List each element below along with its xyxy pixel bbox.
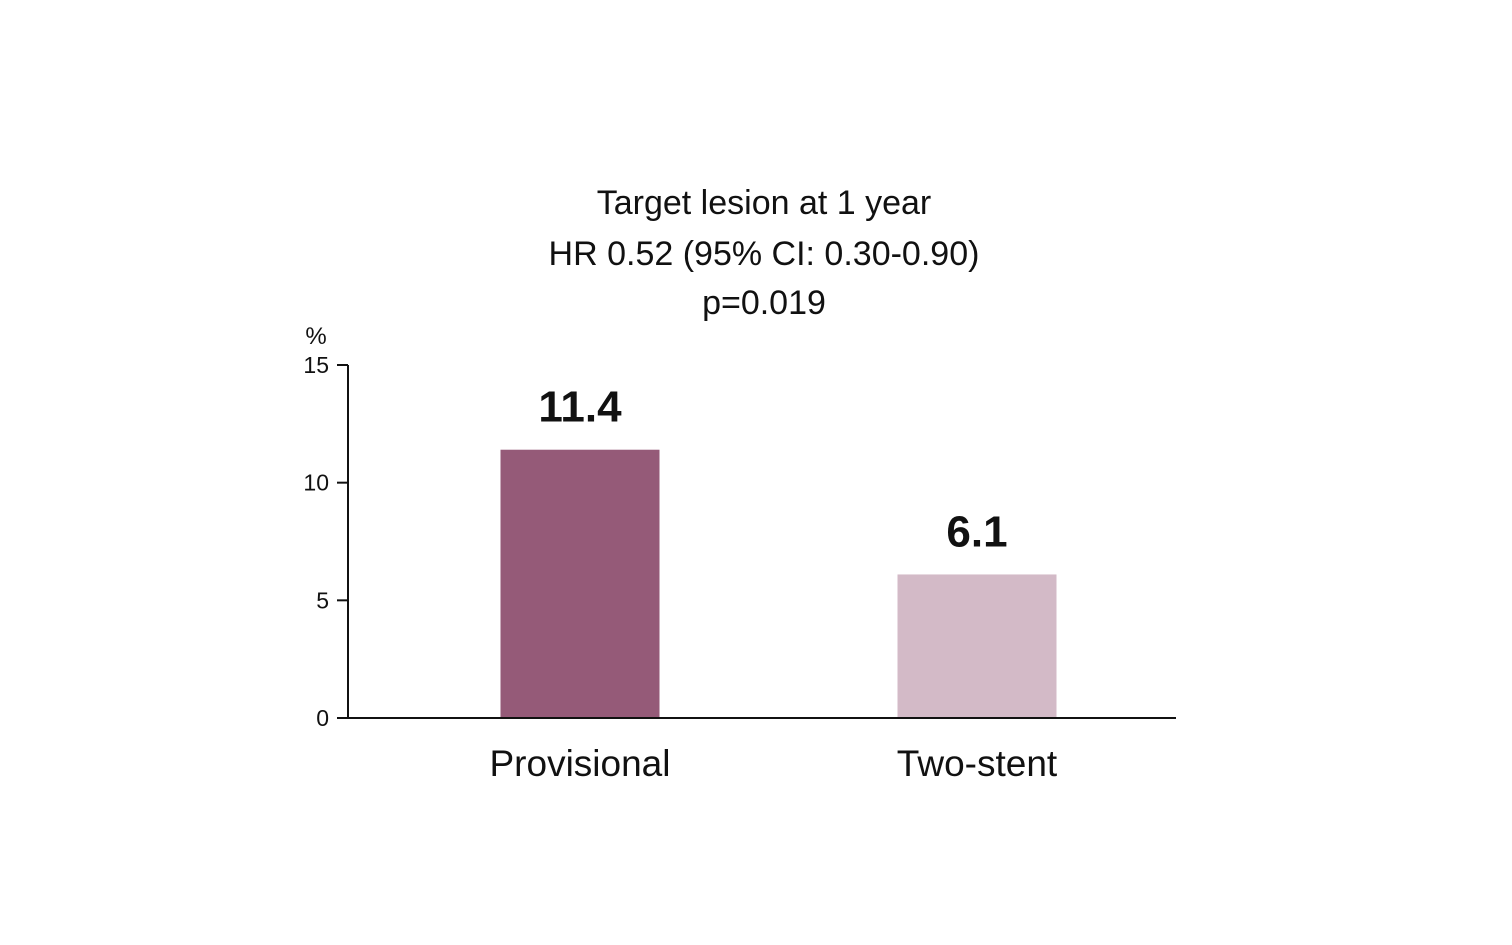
y-axis-unit-label: % — [305, 323, 326, 350]
bar-value-label: 11.4 — [538, 383, 622, 432]
bar-provisional — [500, 449, 660, 718]
y-tick-label: 15 — [303, 352, 329, 378]
bar-series — [500, 449, 1057, 718]
x-axis-category-labels: Provisional Two-stent — [490, 743, 1058, 784]
x-category-label: Two-stent — [897, 743, 1058, 784]
chart-title-line-1: Target lesion at 1 year — [597, 184, 932, 222]
y-axis-ticks: 0 5 10 15 — [303, 352, 348, 731]
chart-title: Target lesion at 1 year HR 0.52 (95% CI:… — [549, 184, 980, 322]
y-tick-label: 0 — [316, 705, 329, 731]
y-tick-label: 10 — [303, 470, 329, 496]
x-category-label: Provisional — [490, 743, 671, 784]
chart-title-line-2: HR 0.52 (95% CI: 0.30-0.90) — [549, 235, 980, 273]
bar-value-labels: 11.4 6.1 — [538, 383, 1007, 557]
bar-two-stent — [897, 574, 1057, 718]
bar-value-label: 6.1 — [946, 507, 1007, 556]
y-tick-label: 5 — [316, 587, 329, 613]
chart-title-line-3: p=0.019 — [702, 284, 826, 322]
